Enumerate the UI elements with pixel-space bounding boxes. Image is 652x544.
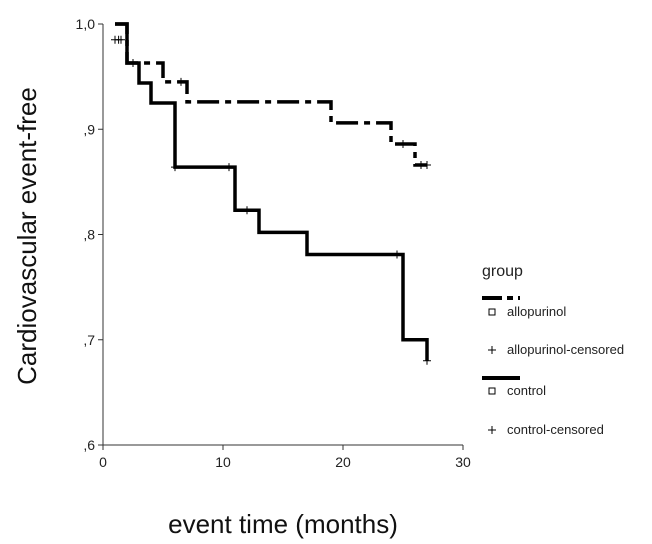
legend-entry-label: control-censored bbox=[507, 422, 604, 437]
censor-mark-control bbox=[225, 163, 233, 171]
series-line-allopurinol bbox=[115, 24, 427, 165]
x-tick-label: 0 bbox=[99, 454, 107, 470]
censor-mark-control bbox=[393, 250, 401, 258]
censor-mark-allopurinol bbox=[423, 161, 431, 169]
legend-entry-label: allopurinol-censored bbox=[507, 342, 624, 357]
y-tick-label: ,8 bbox=[83, 227, 95, 243]
x-axis-title: event time (months) bbox=[168, 509, 398, 539]
x-ticks: 0 10 20 30 bbox=[99, 445, 471, 470]
legend-entry-label: control bbox=[507, 383, 546, 398]
censor-mark-allopurinol bbox=[399, 140, 407, 148]
censor-mark-allopurinol bbox=[177, 78, 185, 86]
y-tick-label: ,6 bbox=[83, 437, 95, 453]
x-tick-label: 30 bbox=[455, 454, 471, 470]
legend-entry-label: allopurinol bbox=[507, 304, 566, 319]
legend-title: group bbox=[482, 263, 523, 280]
x-tick-label: 20 bbox=[335, 454, 351, 470]
censor-mark-control bbox=[423, 357, 431, 365]
y-tick-label: ,9 bbox=[83, 121, 95, 137]
axes bbox=[103, 24, 463, 445]
plot-area bbox=[111, 24, 431, 365]
y-tick-label: 1,0 bbox=[76, 16, 96, 32]
y-tick-label: ,7 bbox=[83, 332, 95, 348]
legend-square-marker bbox=[489, 388, 495, 394]
censor-mark-control bbox=[243, 206, 251, 214]
x-tick-label: 10 bbox=[215, 454, 231, 470]
y-ticks: ,6 ,7 ,8 ,9 1,0 bbox=[76, 16, 103, 453]
y-axis-title: Cardiovascular event-free bbox=[12, 87, 42, 385]
legend-plus-marker bbox=[488, 346, 496, 354]
censor-mark-control bbox=[171, 163, 179, 171]
legend: group allopurinol allopurinol-censored con… bbox=[482, 263, 624, 437]
legend-plus-marker bbox=[488, 426, 496, 434]
legend-square-marker bbox=[489, 309, 495, 315]
